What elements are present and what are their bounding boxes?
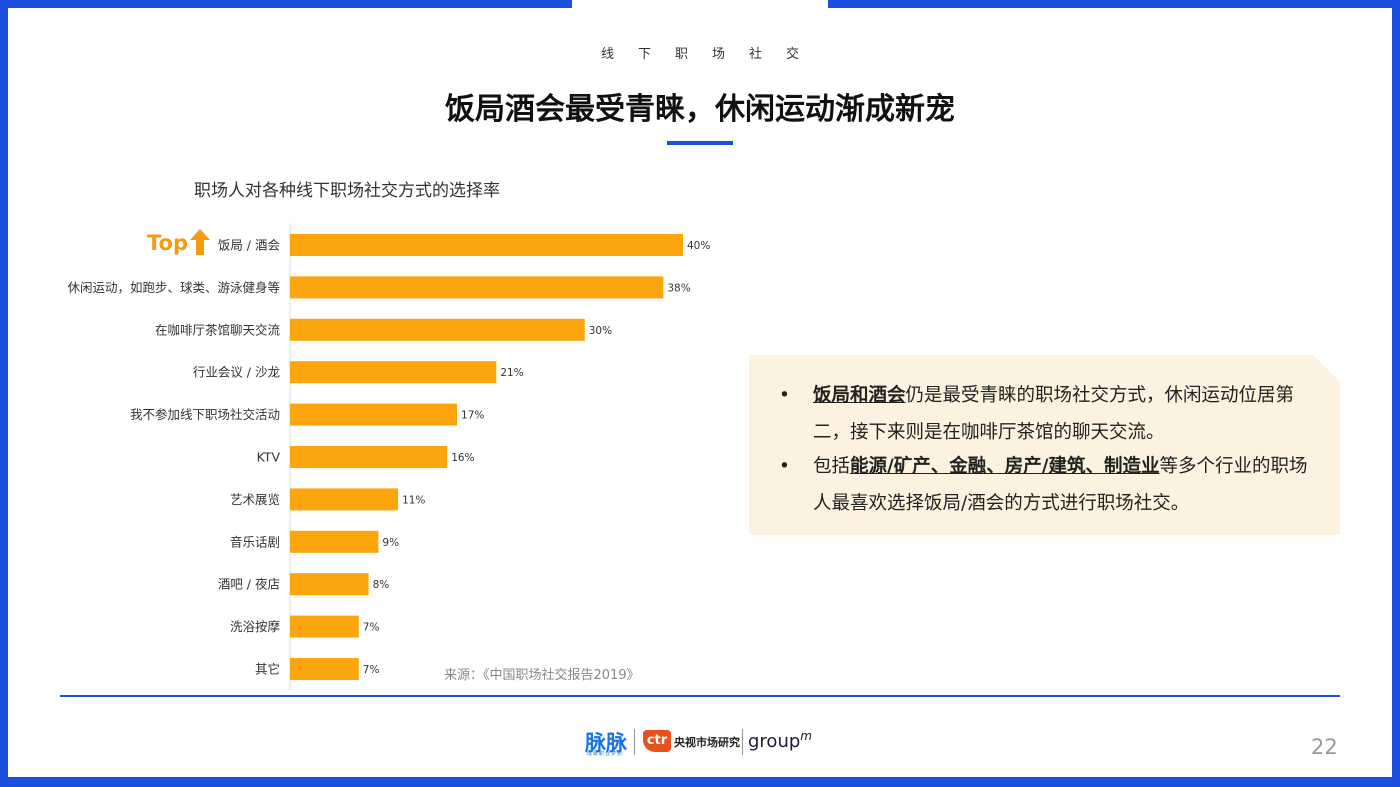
chart-bar: [290, 488, 399, 511]
chart-value-label: 16%: [451, 452, 474, 464]
chart-value-label: 7%: [363, 622, 380, 634]
logo-divider: [742, 729, 743, 755]
ctr-logo: ctr: [643, 730, 671, 752]
chart-value-label: 9%: [382, 537, 399, 549]
chart-category-label: 行业会议 / 沙龙: [193, 365, 280, 380]
chart-bar: [290, 403, 458, 426]
chart-value-label: 38%: [667, 282, 690, 294]
chart-value-label: 21%: [500, 367, 523, 379]
chart-bar: [290, 446, 448, 468]
chart-category-label: 音乐话剧: [230, 534, 280, 549]
logo-divider: [634, 729, 635, 755]
chart-category-label: 在咖啡厅茶馆聊天交流: [155, 322, 281, 337]
top-badge: Top: [147, 231, 188, 255]
up-arrow-icon: [190, 229, 210, 255]
insight-highlight: 能源/矿产、金融、房产/建筑、制造业: [850, 456, 1160, 477]
chart-value-label: 7%: [363, 664, 380, 676]
frame-top-right: [828, 0, 1400, 8]
chart-bar: [290, 658, 359, 680]
bullet: •: [779, 456, 790, 477]
maimai-logo-tagline: 成就职业梦想: [587, 751, 624, 757]
footer-rule: [60, 695, 1340, 697]
chart-category-label: 艺术展览: [230, 492, 280, 507]
groupm-logo: groupm: [748, 729, 812, 752]
section-label: 线下职场社交: [600, 47, 823, 62]
chart-bar: [290, 318, 585, 341]
chart-category-label: 饭局 / 酒会: [218, 238, 281, 253]
chart-category-label: 休闲运动，如跑步、球类、游泳健身等: [67, 280, 280, 295]
frame-left: [0, 0, 8, 787]
insight-item-1: • 饭局和酒会仍是最受青睐的职场社交方式，休闲运动位居第二，接下来则是在咖啡厅茶…: [779, 377, 1319, 451]
insight-text: 等多个行业的职场人最喜欢选择饭局/酒会的方式进行职场社交。: [813, 456, 1308, 514]
insight-prefix: 包括: [813, 456, 851, 477]
chart-category-label: 洗浴按摩: [230, 619, 281, 634]
ctr-logo-text: 央视市场研究: [674, 736, 740, 749]
chart-bar: [290, 234, 683, 256]
chart-category-label: 我不参加线下职场社交活动: [130, 407, 280, 422]
page-title: 饭局酒会最受青睐，休闲运动渐成新宠: [445, 92, 955, 127]
chart-title: 职场人对各种线下职场社交方式的选择率: [194, 181, 500, 201]
chart-bar: [290, 615, 359, 638]
source-note: 来源：《中国职场社交报告2019》: [444, 668, 640, 683]
bullet: •: [779, 385, 790, 406]
maimai-logo: 脉脉: [585, 731, 627, 755]
chart-bar: [290, 361, 497, 384]
groupm-logo-text: group: [748, 731, 801, 752]
chart-bar: [290, 276, 664, 299]
title-underline: [667, 141, 733, 145]
frame-right: [1392, 0, 1400, 787]
groupm-logo-suffix: m: [800, 729, 812, 743]
chart-category-label: 其它: [255, 662, 280, 677]
chart-category-label: 酒吧 / 夜店: [218, 577, 280, 592]
insight-text: 仍是最受青睐的职场社交方式，休闲运动位居第二，接下来则是在咖啡厅茶馆的聊天交流。: [813, 385, 1295, 443]
page-number: 22: [1311, 735, 1338, 759]
frame-top-left: [0, 0, 572, 8]
insight-item-2: • 包括能源/矿产、金融、房产/建筑、制造业等多个行业的职场人最喜欢选择饭局/酒…: [779, 448, 1319, 522]
chart-category-label: KTV: [257, 450, 281, 465]
chart-value-label: 40%: [687, 240, 710, 252]
insight-highlight: 饭局和酒会: [813, 385, 906, 406]
chart-bar: [290, 530, 379, 553]
chart-value-label: 8%: [373, 579, 390, 591]
frame-bottom: [0, 777, 1400, 787]
chart-bar: [290, 573, 369, 596]
chart-value-label: 11%: [402, 494, 425, 506]
chart-value-label: 30%: [589, 325, 612, 337]
insight-box: • 饭局和酒会仍是最受青睐的职场社交方式，休闲运动位居第二，接下来则是在咖啡厅茶…: [749, 355, 1340, 535]
chart-value-label: 17%: [461, 410, 484, 422]
bar-chart: 饭局 / 酒会 40% 休闲运动，如跑步、球类、游泳健身等 38% 在咖啡厅茶馆聊天交流…: [67, 223, 710, 690]
